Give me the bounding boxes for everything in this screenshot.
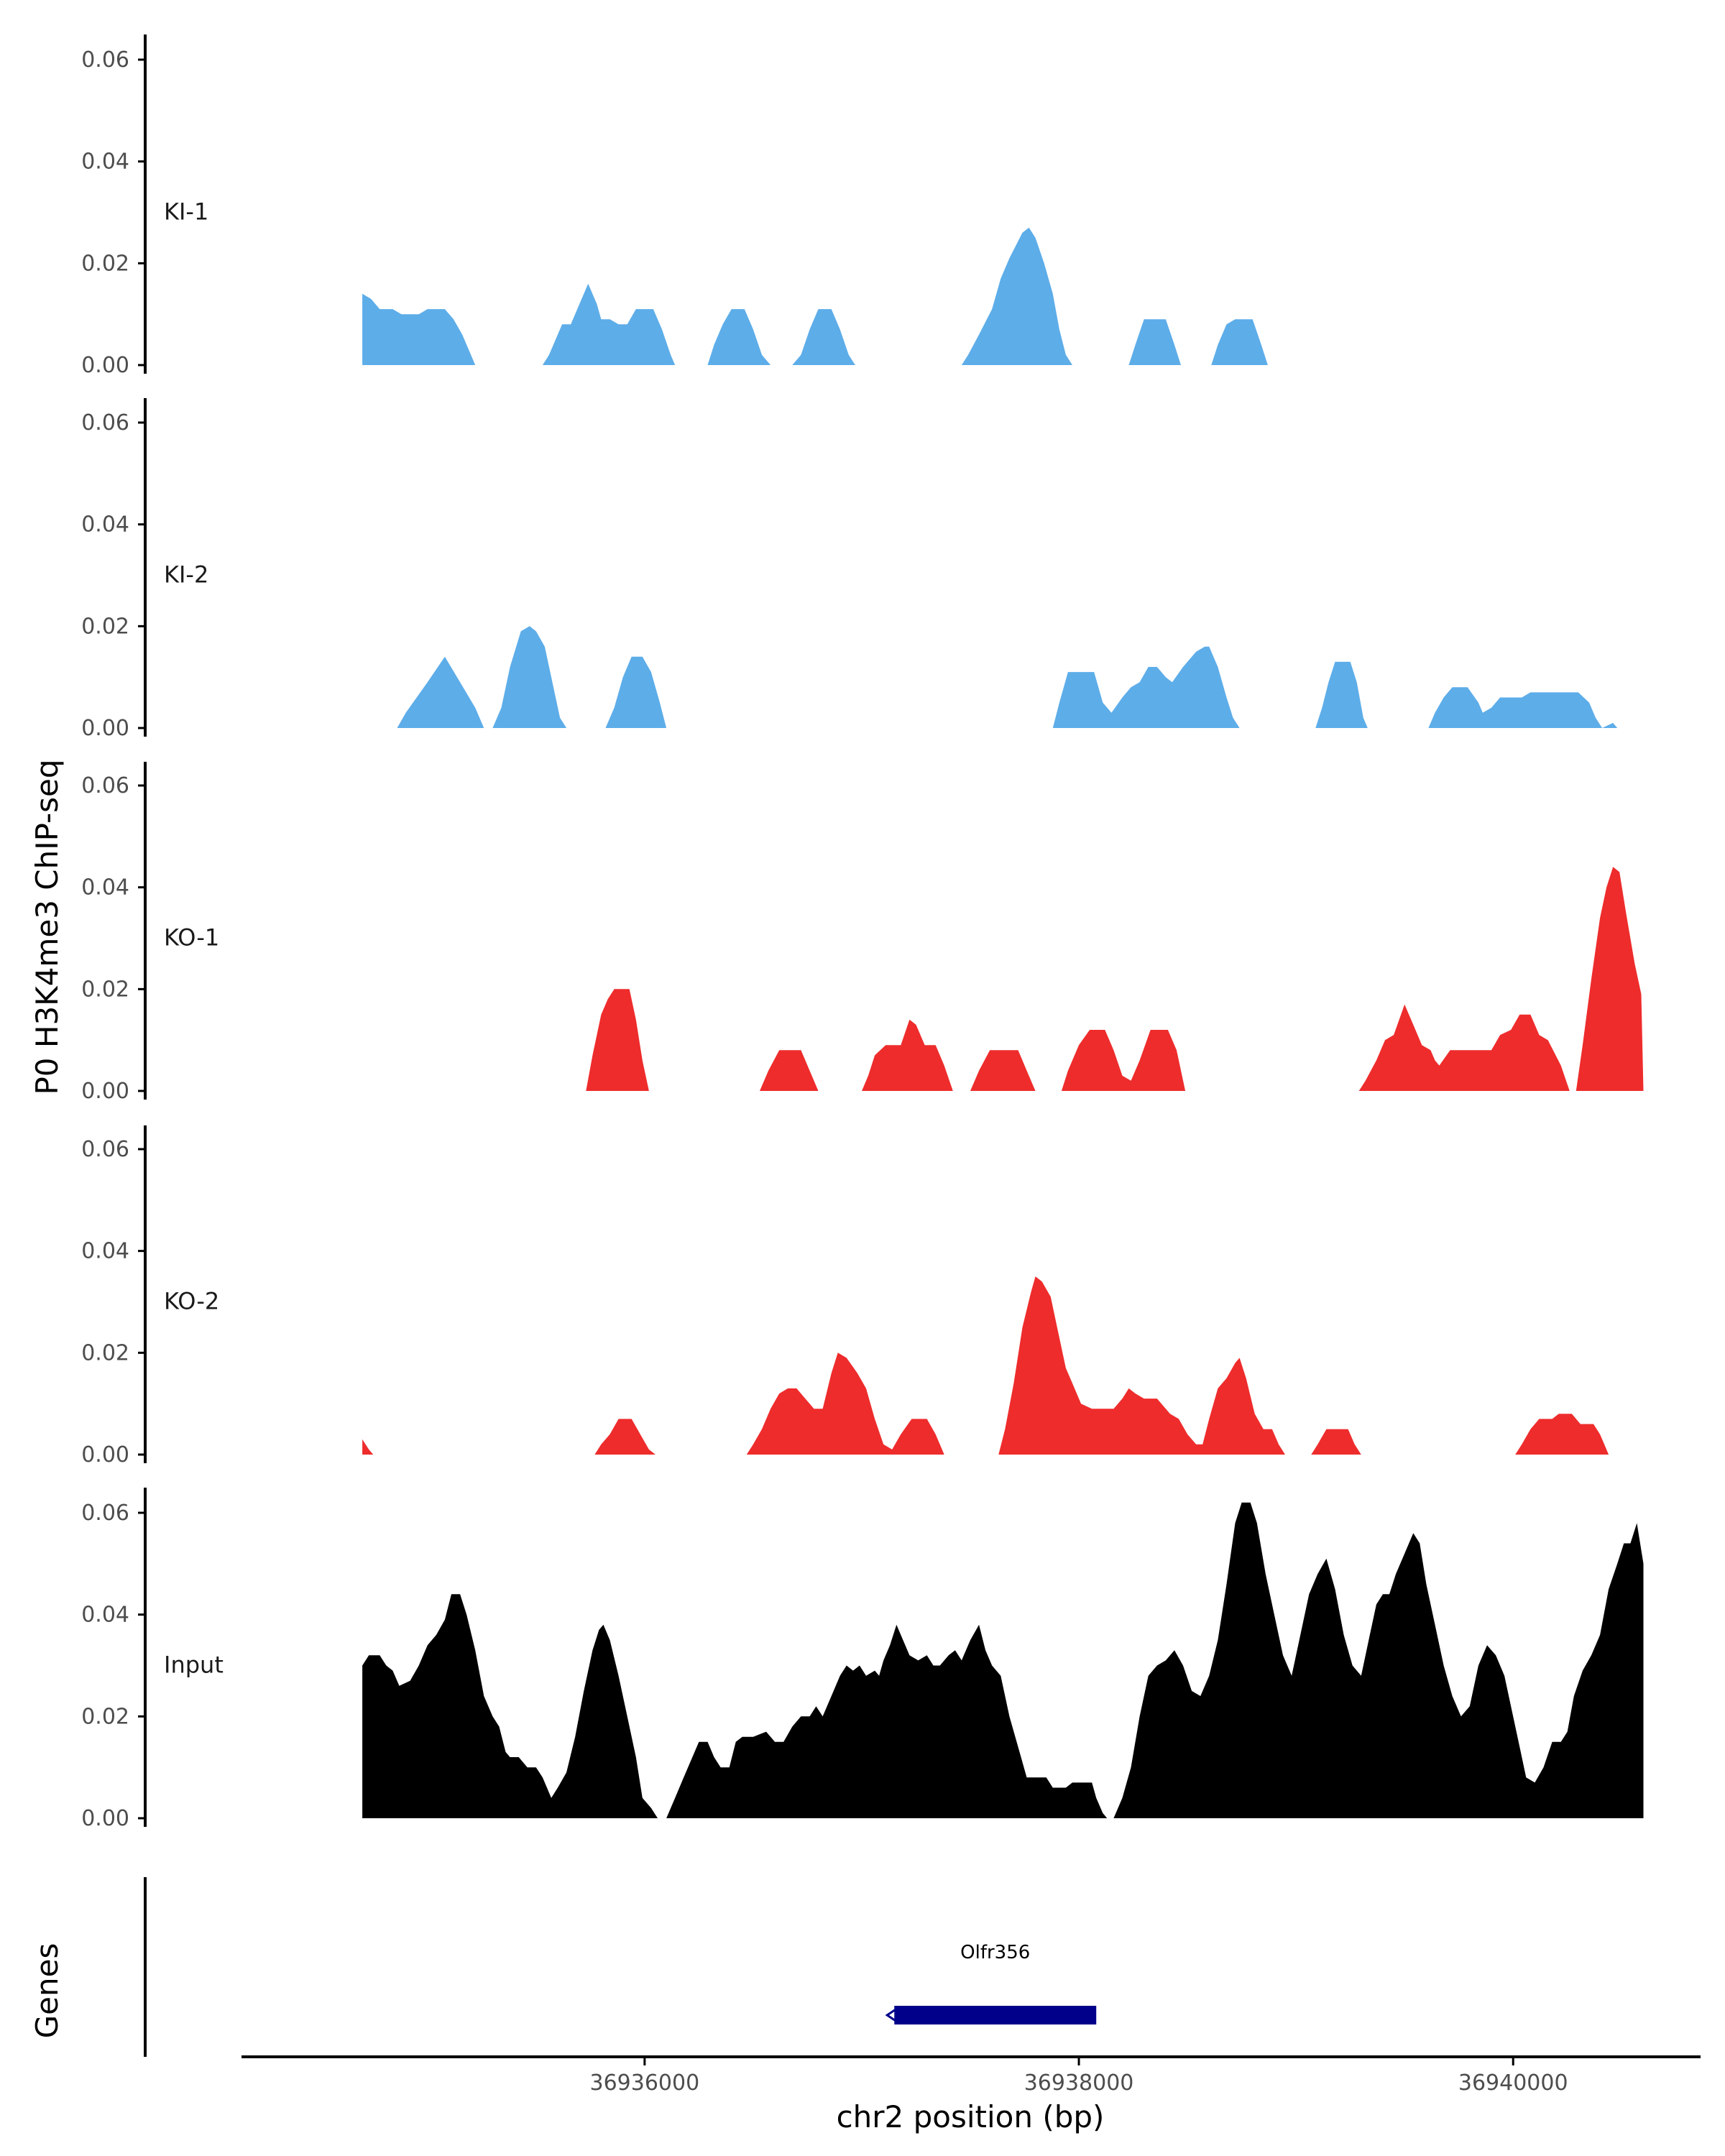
y-tick-label: 0.06 — [81, 47, 129, 73]
track-input: 0.00 0.02 0.04 0.06 Input — [81, 1488, 1644, 1831]
signal-area-input-1 — [362, 1594, 658, 1818]
track-ki-1: 0.00 0.02 0.04 0.06 KI-1 — [81, 34, 1268, 378]
signal-area-ko-2-4 — [998, 1276, 1285, 1455]
y-tick-label: 0.04 — [81, 1239, 129, 1264]
y-tick-label: 0.06 — [81, 1137, 129, 1162]
y-tick-label: 0.02 — [81, 1340, 129, 1365]
signal-area-ko-1-1 — [586, 989, 649, 1091]
signal-area-ki-1-3 — [707, 309, 771, 365]
track-ko-2: 0.00 0.02 0.04 0.06 KO-2 — [81, 1125, 1609, 1468]
signal-area-ki-2-5 — [1315, 661, 1368, 728]
signal-area-ki-1-2 — [542, 283, 676, 365]
y-tick-label: 0.06 — [81, 410, 129, 436]
signal-area-ki-1-5 — [961, 227, 1072, 365]
y-tick-label: 0.00 — [81, 1442, 129, 1468]
y-tick-label: 0.00 — [81, 716, 129, 741]
track-label: KO-2 — [164, 1288, 219, 1315]
signal-area-ko-2-3 — [746, 1353, 944, 1455]
tracks-layer: 0.00 0.02 0.04 0.06 KI-1 0.00 0.02 0.04 0.06 KI-2… — [81, 34, 1644, 1831]
y-tick-label: 0.04 — [81, 875, 129, 900]
signal-area-ki-2-3 — [605, 656, 667, 728]
y-tick-label: 0.02 — [81, 614, 129, 639]
genes-panel-title: Genes — [29, 1943, 65, 2039]
signal-area-ko-1-3 — [862, 1019, 953, 1091]
signal-area-ki-2-6 — [1428, 687, 1618, 728]
track-ki-2: 0.00 0.02 0.04 0.06 KI-2 — [81, 398, 1618, 741]
y-tick-label: 0.04 — [81, 1603, 129, 1628]
gene-body — [894, 2006, 1097, 2024]
track-label: KI-2 — [164, 561, 208, 589]
x-tick-label: 36938000 — [1024, 2070, 1134, 2096]
gene-name: Olfr356 — [960, 1942, 1030, 1963]
signal-area-input-2 — [666, 1624, 1108, 1818]
y-tick-label: 0.06 — [81, 773, 129, 798]
signal-area-ki-1-1 — [362, 293, 476, 365]
y-tick-label: 0.04 — [81, 512, 129, 538]
signal-area-ko-1-6 — [1358, 1004, 1570, 1091]
x-axis-title: chr2 position (bp) — [837, 2099, 1105, 2134]
y-tick-label: 0.04 — [81, 149, 129, 175]
y-tick-label: 0.00 — [81, 1079, 129, 1104]
signal-area-ko-1-5 — [1061, 1030, 1186, 1091]
track-label: KI-1 — [164, 198, 208, 226]
signal-area-ki-1-7 — [1211, 319, 1268, 365]
y-tick-label: 0.02 — [81, 977, 129, 1002]
track-ko-1: 0.00 0.02 0.04 0.06 KO-1 — [81, 762, 1644, 1104]
signal-area-ki-1-6 — [1128, 319, 1181, 365]
x-axis: 36936000 36938000 36940000 — [242, 2055, 1701, 2096]
track-label: KO-1 — [164, 924, 219, 952]
signal-area-ki-2-1 — [397, 656, 484, 728]
x-tick-label: 36940000 — [1458, 2070, 1568, 2096]
y-tick-label: 0.00 — [81, 1806, 129, 1831]
signal-area-ko-2-6 — [1515, 1414, 1609, 1455]
y-tick-label: 0.02 — [81, 251, 129, 276]
signal-area-ki-2-4 — [1052, 646, 1240, 728]
track-label: Input — [164, 1651, 224, 1679]
signal-area-ko-2-2 — [594, 1419, 656, 1455]
y-axis-title: P0 H3K4me3 ChIP-seq — [29, 759, 65, 1095]
x-tick-label: 36936000 — [590, 2070, 700, 2096]
signal-area-ko-1-4 — [970, 1050, 1036, 1091]
signal-area-ko-2-5 — [1311, 1429, 1361, 1455]
signal-area-ko-1-7 — [1576, 867, 1644, 1091]
genes-panel: Olfr356 — [144, 1877, 1097, 2057]
signal-area-ko-1-2 — [760, 1050, 819, 1091]
y-tick-label: 0.00 — [81, 353, 129, 378]
y-tick-label: 0.02 — [81, 1704, 129, 1729]
strand-arrow-icon — [885, 2008, 897, 2022]
signal-area-ko-2-1 — [362, 1439, 374, 1455]
signal-area-ki-1-4 — [792, 309, 855, 365]
signal-area-input-3 — [1113, 1502, 1644, 1818]
signal-area-ki-2-2 — [492, 626, 567, 728]
y-tick-label: 0.06 — [81, 1501, 129, 1526]
